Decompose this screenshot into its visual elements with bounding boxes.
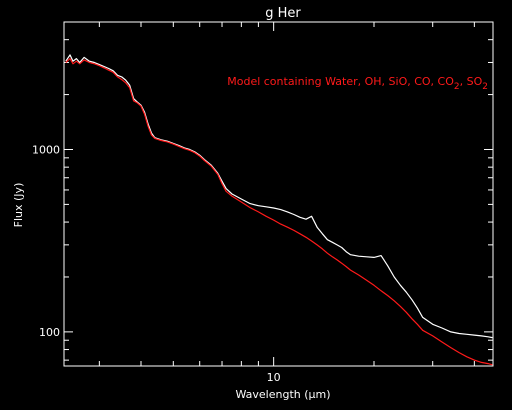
y-tick-label: 100: [39, 326, 60, 339]
annotation-mid: , SO: [460, 75, 483, 88]
model-annotation: Model containing Water, OH, SiO, CO, CO2…: [227, 75, 488, 92]
y-axis-label: Flux (Jy): [12, 183, 25, 228]
x-tick-label: 10: [267, 371, 281, 384]
x-axis-label: Wavelength (μm): [235, 388, 330, 401]
chart-title: g Her: [265, 6, 301, 21]
annotation-sub-2: 2: [482, 82, 488, 92]
annotation-sub-1: 2: [454, 82, 460, 92]
annotation-text: Model containing Water, OH, SiO, CO, CO: [227, 75, 454, 88]
model-spectrum-line: [65, 57, 493, 366]
observed-spectrum-line: [65, 54, 493, 339]
plot-frame: [63, 21, 494, 367]
y-tick-label: 1000: [32, 143, 60, 156]
